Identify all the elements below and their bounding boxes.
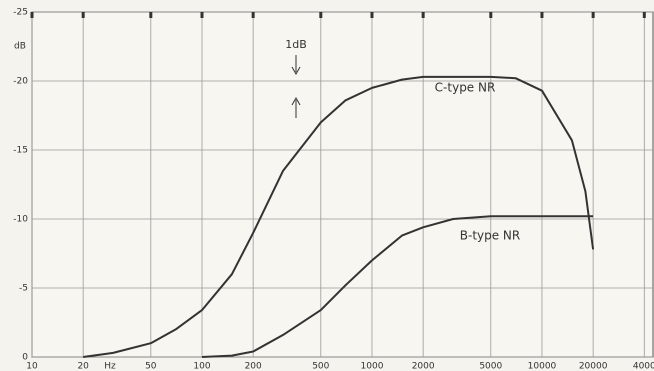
y-tick-label: -25 <box>13 8 28 18</box>
y-tick-label: 0 <box>22 353 28 363</box>
x-tick-label: 200 <box>245 362 262 371</box>
x-tick-label: 10 <box>26 362 38 371</box>
x-unit-label: Hz <box>104 362 116 371</box>
x-tick-label: 100 <box>193 362 210 371</box>
y-tick-label: -5 <box>19 284 28 294</box>
y-tick-label: -20 <box>13 77 28 87</box>
x-tick-label: 20000 <box>579 362 608 371</box>
x-tick-label: 5000 <box>479 362 502 371</box>
x-tick-label: 10000 <box>528 362 557 371</box>
plot-area <box>31 11 654 358</box>
y-unit-label: dB <box>14 42 26 52</box>
y-tick-label: -10 <box>13 215 28 225</box>
x-tick-label: 20 <box>77 362 89 371</box>
x-tick-label: 1000 <box>361 362 384 371</box>
x-tick-label: 2000 <box>412 362 435 371</box>
x-tick-label: 500 <box>312 362 329 371</box>
series-line <box>83 75 595 358</box>
annotation: 1dB <box>285 38 307 51</box>
annotation-arrows <box>291 55 301 118</box>
x-tick-label: 4000 <box>633 362 654 371</box>
x-tick-label: 50 <box>145 362 157 371</box>
series-label: B-type NR <box>460 229 521 243</box>
series-label: C-type NR <box>435 81 496 95</box>
y-tick-label: -15 <box>13 146 28 156</box>
series-line <box>201 215 594 358</box>
